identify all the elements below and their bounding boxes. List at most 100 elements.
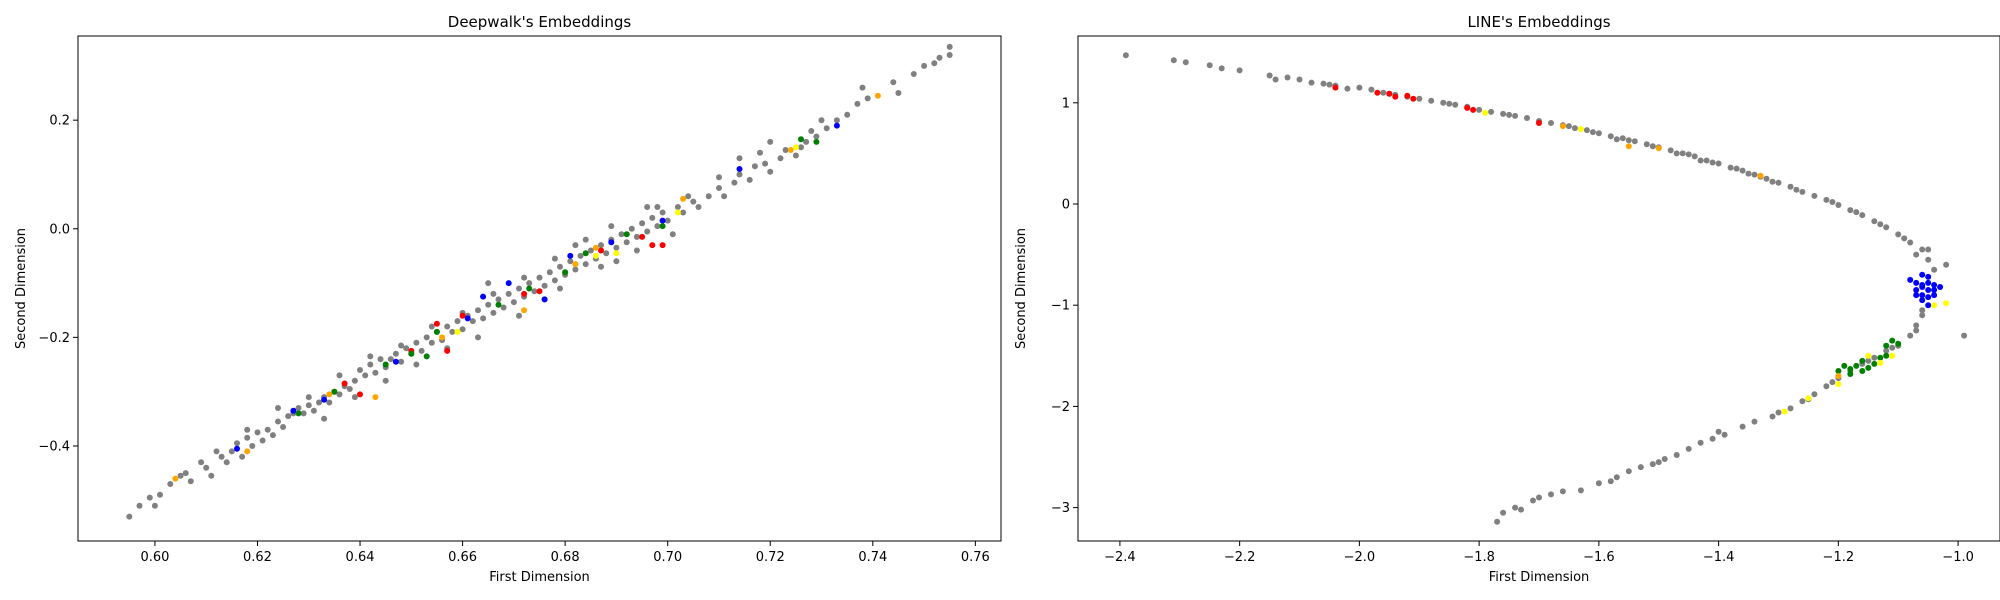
line-point-gray-2 <box>1182 59 1189 66</box>
deepwalk-point-gray-30 <box>316 399 322 406</box>
line-point-green-10 <box>1895 340 1902 347</box>
deepwalk-points <box>126 43 953 520</box>
deepwalk-point-gray-90 <box>623 239 630 246</box>
deepwalk-point-gray-102 <box>695 204 702 210</box>
line-point-gray-20 <box>1428 97 1435 104</box>
line-point-blue-15 <box>1925 294 1932 301</box>
deepwalk-point-gray-20 <box>264 426 271 433</box>
line-point-red-5 <box>1410 95 1417 102</box>
line-point-gray-40 <box>1667 147 1674 154</box>
deepwalk-point-gray-113 <box>782 147 789 153</box>
deepwalk-point-gray-93 <box>639 220 646 227</box>
deepwalk-point-gray-82 <box>582 261 589 268</box>
line-y-tick-label-3: 0 <box>1062 197 1070 212</box>
line-point-gray-66 <box>1913 251 1920 258</box>
deepwalk-x-tick-label-5: 0.70 <box>653 550 682 565</box>
line-point-red-2 <box>1386 90 1393 97</box>
line-point-yellow-9 <box>1931 302 1938 309</box>
line-point-gray-30 <box>1548 120 1554 126</box>
line-point-green-13 <box>1859 368 1866 374</box>
line-x-tick-label-6: −1.2 <box>1823 550 1855 565</box>
deepwalk-point-red-4 <box>444 347 451 354</box>
line-point-blue-3 <box>1919 292 1926 299</box>
line-point-yellow-8 <box>1943 300 1950 307</box>
deepwalk-point-blue-5 <box>480 293 487 300</box>
deepwalk-point-gray-56 <box>449 328 456 335</box>
deepwalk-point-green-13 <box>813 138 820 145</box>
deepwalk-point-gray-163 <box>613 258 620 265</box>
deepwalk-point-gray-49 <box>413 339 420 346</box>
deepwalk-point-gray-95 <box>649 214 656 221</box>
line-point-red-4 <box>1404 92 1411 99</box>
deepwalk-point-red-6 <box>521 290 528 297</box>
deepwalk-y-ticks: −0.4 −0.2 0.0 0.2 <box>38 114 78 454</box>
deepwalk-point-green-9 <box>582 250 589 257</box>
line-point-gray-14 <box>1356 84 1363 91</box>
deepwalk-point-blue-6 <box>505 280 512 287</box>
line-point-gray-57 <box>1871 218 1878 225</box>
deepwalk-point-gray-2 <box>146 494 153 501</box>
line-point-gray-0 <box>1122 52 1129 59</box>
line-point-blue-17 <box>1919 284 1926 290</box>
line-point-gray-115 <box>1673 150 1680 157</box>
line-point-orange-0 <box>1559 123 1566 130</box>
line-point-gray-4 <box>1218 65 1225 72</box>
deepwalk-point-gray-15 <box>239 453 246 460</box>
deepwalk-point-orange-5 <box>521 307 528 314</box>
line-point-gray-72 <box>1883 347 1890 354</box>
line-point-red-8 <box>1536 120 1542 126</box>
deepwalk-point-gray-120 <box>854 100 861 107</box>
deepwalk-point-gray-5 <box>167 481 174 487</box>
deepwalk-point-gray-14 <box>234 440 240 447</box>
line-point-gray-124 <box>1829 199 1836 205</box>
line-point-green-9 <box>1889 337 1896 344</box>
deepwalk-point-gray-111 <box>767 168 774 175</box>
deepwalk-point-gray-91 <box>628 225 635 232</box>
line-point-blue-4 <box>1925 273 1932 280</box>
line-point-gray-8 <box>1284 74 1291 81</box>
line-point-gray-73 <box>1871 354 1878 361</box>
deepwalk-point-gray-13 <box>228 448 235 455</box>
line-point-gray-83 <box>1739 423 1746 430</box>
deepwalk-point-gray-117 <box>823 125 830 132</box>
deepwalk-point-yellow-4 <box>792 144 799 151</box>
deepwalk-point-gray-107 <box>736 171 743 178</box>
line-y-axis-label: Second Dimension <box>1014 228 1029 349</box>
deepwalk-point-gray-110 <box>762 160 769 167</box>
deepwalk-point-gray-4 <box>157 491 163 498</box>
line-point-orange-4 <box>1835 373 1842 379</box>
line-point-gray-70 <box>1907 332 1914 339</box>
deepwalk-point-green-3 <box>408 350 415 357</box>
deepwalk-point-gray-64 <box>490 309 497 316</box>
line-point-gray-123 <box>1769 178 1776 185</box>
line-y-tick-label-4: 1 <box>1062 96 1070 111</box>
deepwalk-point-gray-98 <box>664 217 671 224</box>
line-point-gray-103 <box>1715 428 1722 435</box>
line-title: LINE's Embeddings <box>1467 13 1610 31</box>
deepwalk-point-gray-160 <box>351 394 358 401</box>
line-point-gray-87 <box>1685 445 1692 452</box>
deepwalk-point-gray-22 <box>275 418 281 425</box>
deepwalk-point-gray-8 <box>198 459 205 466</box>
deepwalk-point-orange-3 <box>372 394 379 401</box>
deepwalk-x-tick-label-8: 0.76 <box>961 550 990 565</box>
line-point-gray-59 <box>1895 231 1902 238</box>
deepwalk-y-tick-label-1: −0.2 <box>38 331 70 346</box>
deepwalk-point-gray-118 <box>833 117 840 124</box>
line-x-tick-label-7: −1.0 <box>1942 550 1974 565</box>
deepwalk-point-gray-67 <box>505 290 512 297</box>
line-point-blue-9 <box>1925 302 1932 309</box>
deepwalk-point-gray-0 <box>126 513 133 520</box>
deepwalk-point-gray-105 <box>721 193 728 200</box>
line-point-blue-16 <box>1937 284 1944 290</box>
deepwalk-point-gray-83 <box>587 247 594 254</box>
line-point-gray-11 <box>1320 80 1327 87</box>
deepwalk-point-red-0 <box>341 380 348 387</box>
line-point-green-2 <box>1847 371 1854 377</box>
line-point-gray-133 <box>1326 81 1333 88</box>
deepwalk-point-gray-136 <box>608 223 615 230</box>
line-point-gray-82 <box>1751 418 1758 425</box>
line-point-gray-80 <box>1787 405 1794 412</box>
line-point-blue-11 <box>1925 279 1932 286</box>
line-point-gray-64 <box>1943 261 1950 268</box>
